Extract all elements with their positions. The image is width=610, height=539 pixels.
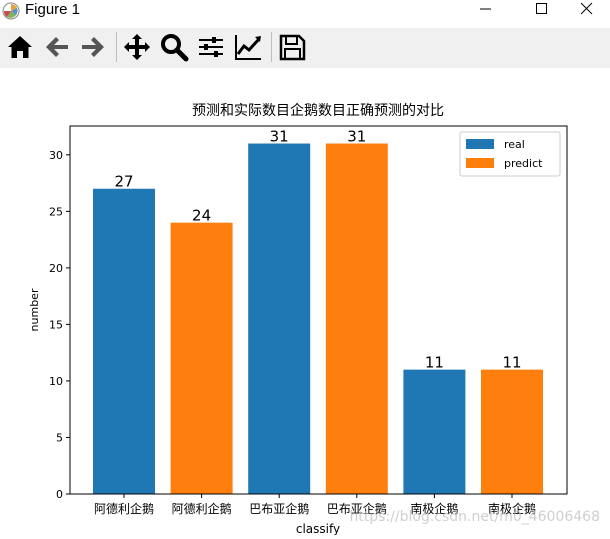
x-tick-label: 阿德利企鹅 (94, 501, 154, 516)
bar-value-label: 31 (270, 128, 289, 146)
x-axis: 阿德利企鹅 阿德利企鹅 巴布亚企鹅 巴布亚企鹅 南极企鹅 南极企鹅 (94, 494, 536, 516)
toolbar-separator (116, 32, 117, 62)
edit-axis-icon (235, 35, 261, 60)
zoom-icon (161, 34, 189, 62)
x-axis-label: classify (296, 522, 340, 535)
save-icon (279, 34, 306, 61)
y-tick-label: 15 (49, 318, 63, 331)
bars-group: 27 24 31 31 11 11 (93, 128, 543, 495)
home-icon (8, 36, 32, 58)
y-tick-label: 30 (49, 149, 63, 162)
close-button[interactable] (564, 0, 610, 22)
back-arrow-icon (46, 37, 68, 57)
pan-button[interactable] (122, 32, 152, 62)
legend-label-predict: predict (504, 157, 543, 170)
bar-predict (170, 222, 233, 495)
bar-real (248, 143, 311, 494)
save-button[interactable] (277, 32, 307, 62)
legend-swatch-real (466, 139, 494, 149)
x-tick-label: 南极企鹅 (488, 501, 536, 516)
watermark-text: https://blog.csdn.net/m0_46006468 (349, 509, 600, 525)
pan-icon (124, 34, 150, 60)
bar-predict (325, 143, 388, 494)
minimize-button[interactable] (462, 0, 508, 22)
bar-value-label: 11 (502, 354, 521, 372)
bar-value-label: 31 (347, 128, 366, 146)
y-tick-label: 25 (49, 205, 63, 218)
y-axis: 0 5 10 15 20 25 30 (49, 149, 70, 501)
window-titlebar: Figure 1 (0, 0, 610, 22)
subplots-icon (199, 37, 223, 57)
minimize-icon (480, 8, 491, 10)
matplotlib-logo-icon (2, 2, 20, 20)
y-tick-label: 5 (56, 431, 63, 444)
navigation-toolbar (0, 28, 610, 69)
y-axis-label: number (28, 288, 41, 331)
plot-frame (69, 125, 568, 495)
bar-real (93, 188, 155, 494)
legend-swatch-predict (466, 158, 494, 168)
x-tick-label: 巴布亚企鹅 (327, 501, 387, 516)
back-button[interactable] (42, 32, 72, 62)
bar-chart: 预测和实际数目企鹅数目正确预测的对比 0 5 10 15 20 25 30 27 24 31 31… (28, 102, 600, 536)
close-icon (580, 2, 593, 15)
x-tick-label: 阿德利企鹅 (172, 501, 232, 516)
legend-label-real: real (504, 138, 525, 151)
bar-real (403, 369, 466, 494)
y-tick-label: 20 (49, 262, 63, 275)
home-button[interactable] (5, 32, 35, 62)
window-title: Figure 1 (25, 1, 81, 18)
maximize-button[interactable] (518, 0, 564, 22)
zoom-button[interactable] (159, 32, 189, 62)
toolbar-separator (271, 32, 272, 62)
bar-value-label: 11 (425, 354, 444, 372)
figure-canvas[interactable]: 预测和实际数目企鹅数目正确预测的对比 0 5 10 15 20 25 30 27 24 31 31… (0, 68, 610, 536)
bar-value-label: 24 (192, 207, 211, 225)
x-tick-label: 南极企鹅 (410, 501, 458, 516)
legend: real predict (459, 131, 561, 177)
bar-value-label: 27 (114, 173, 133, 191)
forward-button[interactable] (78, 32, 108, 62)
y-tick-label: 10 (49, 375, 63, 388)
y-tick-label: 0 (56, 488, 63, 501)
edit-axis-button[interactable] (233, 32, 263, 62)
subplots-button[interactable] (196, 32, 226, 62)
x-tick-label: 巴布亚企鹅 (249, 501, 309, 516)
bar-predict (481, 369, 543, 494)
chart-title: 预测和实际数目企鹅数目正确预测的对比 (192, 102, 444, 119)
forward-arrow-icon (82, 37, 104, 57)
maximize-icon (536, 3, 547, 14)
